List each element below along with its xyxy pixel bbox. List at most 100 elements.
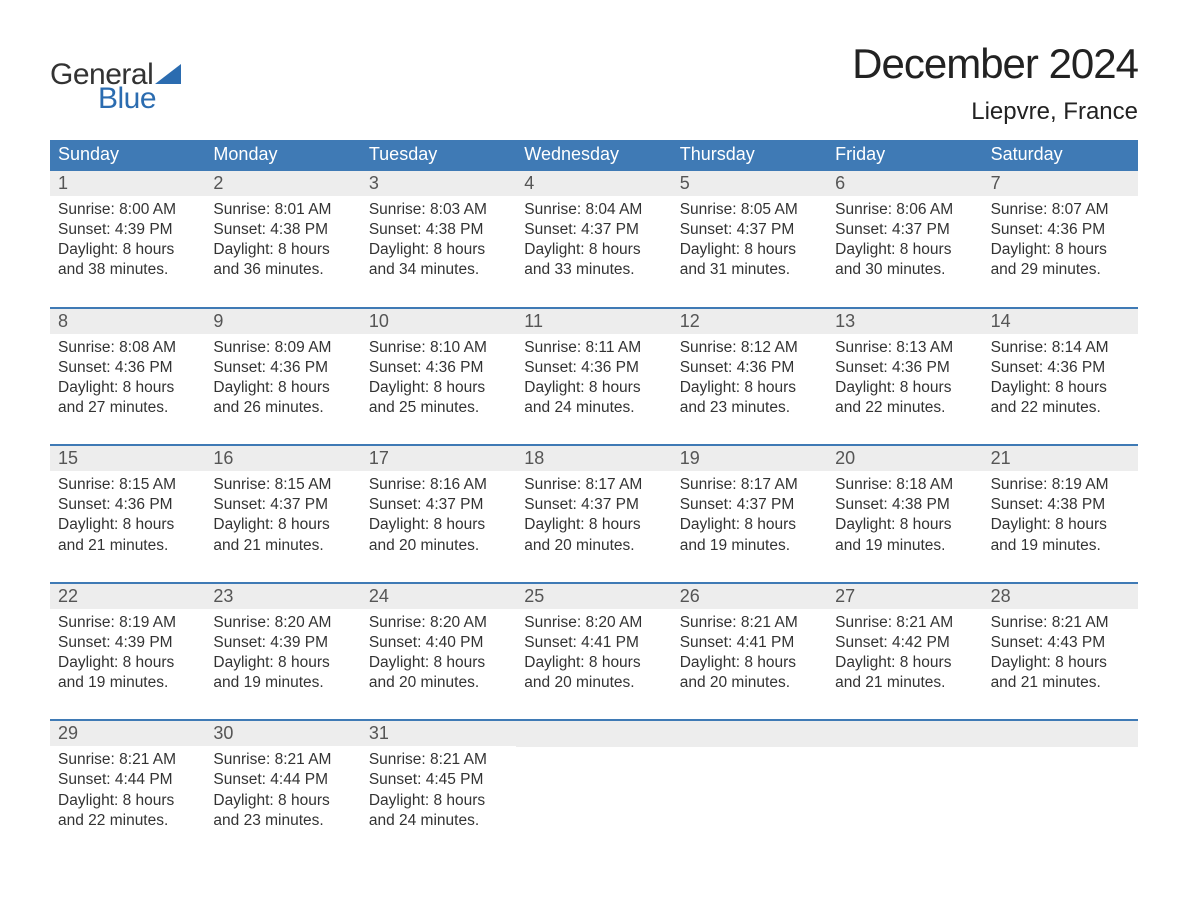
day-number: 13 [827, 309, 982, 334]
day-sunrise: Sunrise: 8:15 AM [58, 475, 197, 495]
day-number [672, 721, 827, 747]
day-dl1: Daylight: 8 hours [680, 515, 819, 535]
day-dl1: Daylight: 8 hours [524, 240, 663, 260]
day-sunrise: Sunrise: 8:14 AM [991, 338, 1130, 358]
day-dl1: Daylight: 8 hours [369, 653, 508, 673]
day-number: 7 [983, 171, 1138, 196]
day-details: Sunrise: 8:21 AMSunset: 4:43 PMDaylight:… [983, 609, 1138, 702]
day-number: 3 [361, 171, 516, 196]
day-cell: 19Sunrise: 8:17 AMSunset: 4:37 PMDayligh… [672, 446, 827, 564]
day-cell: 25Sunrise: 8:20 AMSunset: 4:41 PMDayligh… [516, 584, 671, 702]
day-dl2: and 30 minutes. [835, 260, 974, 280]
day-cell: 3Sunrise: 8:03 AMSunset: 4:38 PMDaylight… [361, 171, 516, 289]
day-details: Sunrise: 8:13 AMSunset: 4:36 PMDaylight:… [827, 334, 982, 427]
day-details: Sunrise: 8:08 AMSunset: 4:36 PMDaylight:… [50, 334, 205, 427]
day-number [983, 721, 1138, 747]
day-sunset: Sunset: 4:37 PM [369, 495, 508, 515]
day-details: Sunrise: 8:19 AMSunset: 4:38 PMDaylight:… [983, 471, 1138, 564]
day-dl2: and 20 minutes. [524, 536, 663, 556]
day-cell: 23Sunrise: 8:20 AMSunset: 4:39 PMDayligh… [205, 584, 360, 702]
day-dl2: and 20 minutes. [369, 536, 508, 556]
day-cell: 16Sunrise: 8:15 AMSunset: 4:37 PMDayligh… [205, 446, 360, 564]
day-sunset: Sunset: 4:37 PM [524, 495, 663, 515]
week-row: 8Sunrise: 8:08 AMSunset: 4:36 PMDaylight… [50, 307, 1138, 427]
day-dl1: Daylight: 8 hours [991, 515, 1130, 535]
day-sunset: Sunset: 4:40 PM [369, 633, 508, 653]
weekday-header: Friday [827, 140, 982, 169]
day-dl1: Daylight: 8 hours [213, 378, 352, 398]
day-cell: 2Sunrise: 8:01 AMSunset: 4:38 PMDaylight… [205, 171, 360, 289]
day-number: 26 [672, 584, 827, 609]
day-dl2: and 21 minutes. [835, 673, 974, 693]
day-cell: 8Sunrise: 8:08 AMSunset: 4:36 PMDaylight… [50, 309, 205, 427]
day-sunrise: Sunrise: 8:00 AM [58, 200, 197, 220]
day-dl1: Daylight: 8 hours [369, 378, 508, 398]
day-details: Sunrise: 8:12 AMSunset: 4:36 PMDaylight:… [672, 334, 827, 427]
day-number: 19 [672, 446, 827, 471]
day-sunrise: Sunrise: 8:21 AM [58, 750, 197, 770]
day-dl2: and 21 minutes. [991, 673, 1130, 693]
day-sunset: Sunset: 4:37 PM [680, 495, 819, 515]
calendar: Sunday Monday Tuesday Wednesday Thursday… [50, 140, 1138, 839]
day-details: Sunrise: 8:18 AMSunset: 4:38 PMDaylight:… [827, 471, 982, 564]
day-number: 2 [205, 171, 360, 196]
day-sunset: Sunset: 4:44 PM [58, 770, 197, 790]
day-cell: 5Sunrise: 8:05 AMSunset: 4:37 PMDaylight… [672, 171, 827, 289]
day-number: 16 [205, 446, 360, 471]
day-dl2: and 25 minutes. [369, 398, 508, 418]
day-details: Sunrise: 8:03 AMSunset: 4:38 PMDaylight:… [361, 196, 516, 289]
day-dl1: Daylight: 8 hours [369, 515, 508, 535]
day-number: 18 [516, 446, 671, 471]
weekday-header: Wednesday [516, 140, 671, 169]
day-cell: 24Sunrise: 8:20 AMSunset: 4:40 PMDayligh… [361, 584, 516, 702]
day-cell: 29Sunrise: 8:21 AMSunset: 4:44 PMDayligh… [50, 721, 205, 839]
day-cell: 21Sunrise: 8:19 AMSunset: 4:38 PMDayligh… [983, 446, 1138, 564]
day-cell: 11Sunrise: 8:11 AMSunset: 4:36 PMDayligh… [516, 309, 671, 427]
day-sunrise: Sunrise: 8:19 AM [58, 613, 197, 633]
logo-text-blue: Blue [98, 84, 181, 114]
day-dl1: Daylight: 8 hours [58, 240, 197, 260]
day-number [516, 721, 671, 747]
day-details: Sunrise: 8:20 AMSunset: 4:41 PMDaylight:… [516, 609, 671, 702]
day-sunset: Sunset: 4:39 PM [58, 220, 197, 240]
day-sunrise: Sunrise: 8:05 AM [680, 200, 819, 220]
day-dl1: Daylight: 8 hours [680, 653, 819, 673]
day-number: 22 [50, 584, 205, 609]
day-cell: 31Sunrise: 8:21 AMSunset: 4:45 PMDayligh… [361, 721, 516, 839]
day-cell: 15Sunrise: 8:15 AMSunset: 4:36 PMDayligh… [50, 446, 205, 564]
day-number: 8 [50, 309, 205, 334]
day-number: 28 [983, 584, 1138, 609]
day-dl2: and 22 minutes. [58, 811, 197, 831]
day-sunrise: Sunrise: 8:17 AM [524, 475, 663, 495]
day-sunset: Sunset: 4:41 PM [524, 633, 663, 653]
header: General Blue December 2024 Liepvre, Fran… [50, 40, 1138, 126]
day-cell: 30Sunrise: 8:21 AMSunset: 4:44 PMDayligh… [205, 721, 360, 839]
day-sunset: Sunset: 4:36 PM [991, 358, 1130, 378]
day-details: Sunrise: 8:17 AMSunset: 4:37 PMDaylight:… [672, 471, 827, 564]
day-dl2: and 20 minutes. [369, 673, 508, 693]
day-cell [516, 721, 671, 839]
weekday-header: Tuesday [361, 140, 516, 169]
day-dl2: and 29 minutes. [991, 260, 1130, 280]
day-details: Sunrise: 8:19 AMSunset: 4:39 PMDaylight:… [50, 609, 205, 702]
day-cell: 18Sunrise: 8:17 AMSunset: 4:37 PMDayligh… [516, 446, 671, 564]
day-details: Sunrise: 8:06 AMSunset: 4:37 PMDaylight:… [827, 196, 982, 289]
title-block: December 2024 Liepvre, France [852, 40, 1138, 126]
day-details: Sunrise: 8:20 AMSunset: 4:39 PMDaylight:… [205, 609, 360, 702]
day-sunset: Sunset: 4:43 PM [991, 633, 1130, 653]
day-details: Sunrise: 8:00 AMSunset: 4:39 PMDaylight:… [50, 196, 205, 289]
day-number: 11 [516, 309, 671, 334]
weekday-header: Monday [205, 140, 360, 169]
day-dl2: and 27 minutes. [58, 398, 197, 418]
day-dl2: and 24 minutes. [524, 398, 663, 418]
day-details: Sunrise: 8:21 AMSunset: 4:44 PMDaylight:… [205, 746, 360, 839]
day-cell: 13Sunrise: 8:13 AMSunset: 4:36 PMDayligh… [827, 309, 982, 427]
day-details: Sunrise: 8:07 AMSunset: 4:36 PMDaylight:… [983, 196, 1138, 289]
day-number: 30 [205, 721, 360, 746]
day-dl2: and 19 minutes. [835, 536, 974, 556]
day-dl1: Daylight: 8 hours [835, 653, 974, 673]
day-dl1: Daylight: 8 hours [58, 515, 197, 535]
day-cell: 27Sunrise: 8:21 AMSunset: 4:42 PMDayligh… [827, 584, 982, 702]
day-details: Sunrise: 8:11 AMSunset: 4:36 PMDaylight:… [516, 334, 671, 427]
day-dl2: and 34 minutes. [369, 260, 508, 280]
